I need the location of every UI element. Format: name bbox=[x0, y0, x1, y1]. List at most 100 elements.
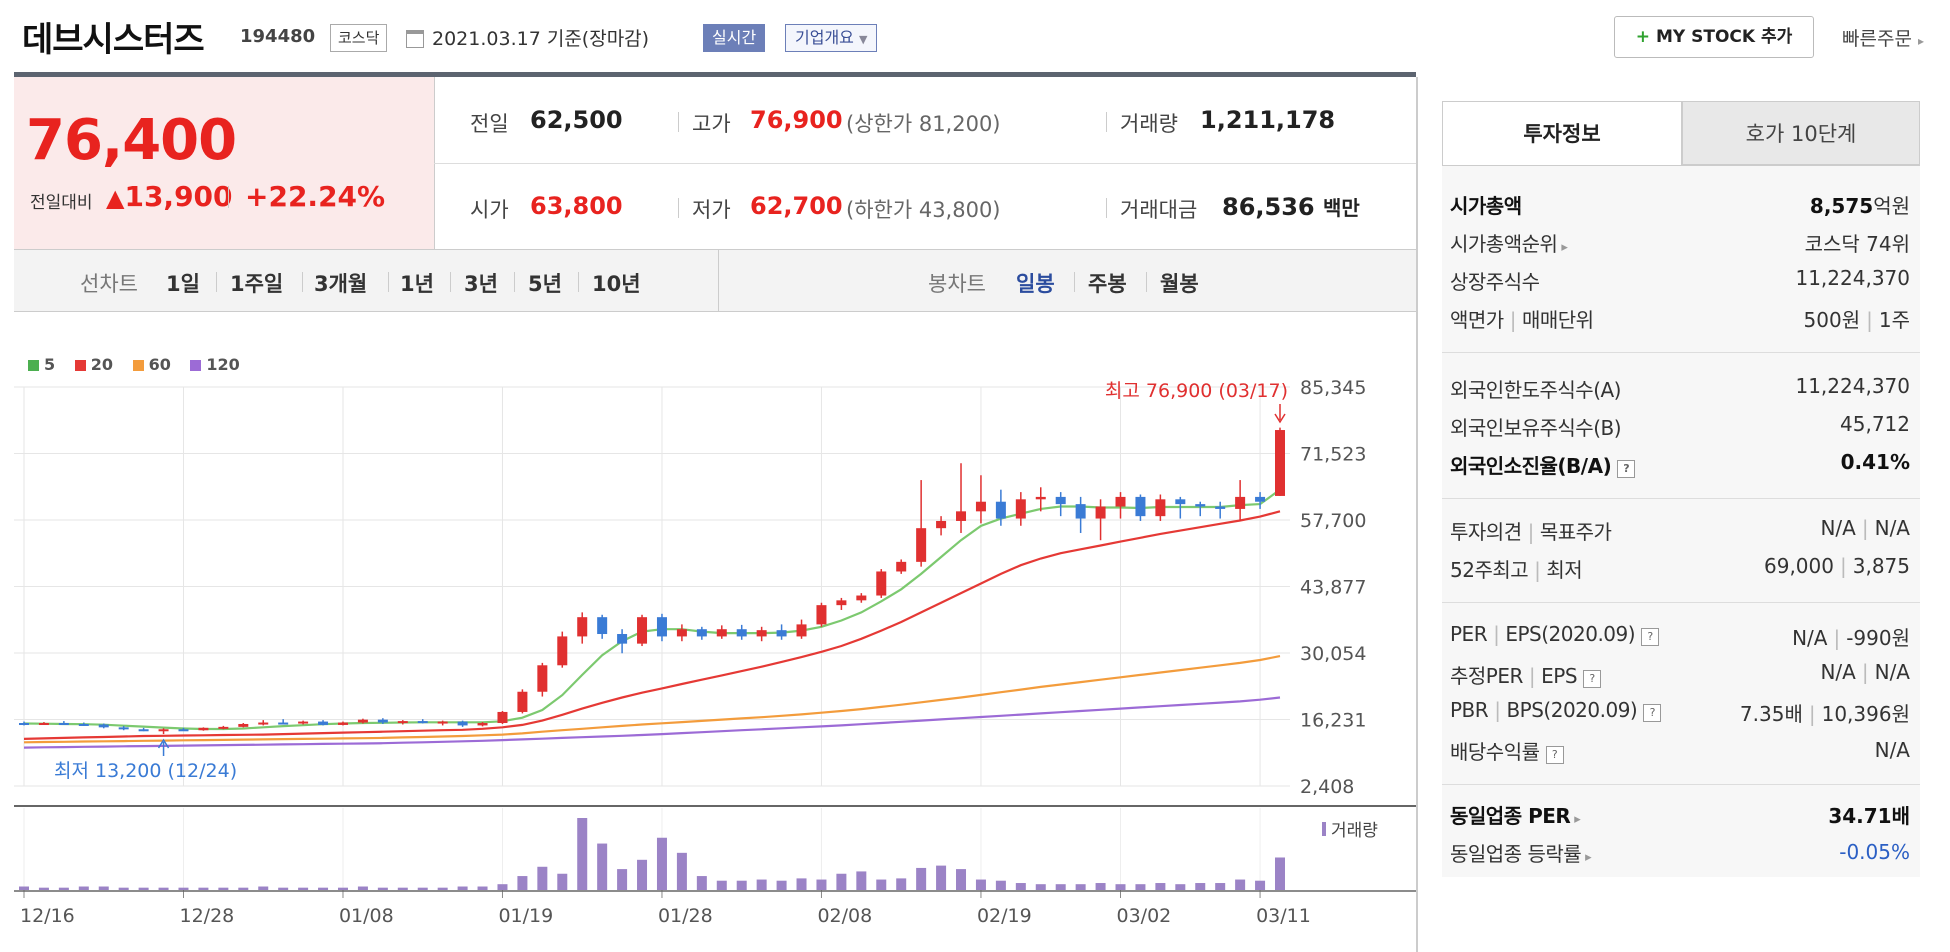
ma60-line bbox=[23, 655, 1281, 744]
volume-bar bbox=[98, 886, 109, 890]
candle-body bbox=[1175, 499, 1186, 505]
period-3m[interactable]: 3개월 bbox=[314, 272, 368, 296]
chevron-right-icon: ▸ bbox=[1917, 34, 1924, 48]
candle-weekly[interactable]: 주봉 bbox=[1088, 272, 1127, 296]
high-value: 76,900 bbox=[750, 106, 843, 134]
candle-body bbox=[776, 630, 787, 637]
help-icon[interactable]: ? bbox=[1643, 704, 1662, 722]
chevron-right-icon: ▸ bbox=[1585, 850, 1592, 865]
volume-bar bbox=[158, 887, 169, 890]
shares-label: 상장주식수 bbox=[1450, 270, 1540, 294]
prev-close-value: 62,500 bbox=[530, 106, 623, 134]
face-unit-label: 액면가 | 매매단위 bbox=[1450, 308, 1594, 332]
x-tick-label: 12/16 bbox=[20, 905, 75, 927]
volume-bar bbox=[1275, 857, 1285, 890]
period-5y[interactable]: 5년 bbox=[528, 272, 562, 296]
volume-bar bbox=[198, 887, 209, 890]
volume-bar bbox=[318, 887, 329, 890]
volume-bar bbox=[975, 879, 986, 890]
candle-body bbox=[916, 528, 927, 562]
y-tick-label: 2,408 bbox=[1300, 776, 1354, 798]
volume-bar bbox=[617, 869, 628, 890]
tab-invest-info[interactable]: 투자정보 bbox=[1442, 101, 1682, 165]
candle-body bbox=[238, 723, 249, 727]
pbr-bps-label: PBR | BPS(2020.09)? bbox=[1450, 698, 1662, 722]
candle-monthly[interactable]: 월봉 bbox=[1160, 272, 1199, 296]
divider bbox=[302, 272, 303, 292]
volume-bar bbox=[457, 886, 468, 890]
volume-bar bbox=[218, 887, 229, 890]
candle-body bbox=[158, 729, 169, 732]
tab-hoga-10[interactable]: 호가 10단계 bbox=[1682, 101, 1920, 165]
candle-body bbox=[896, 561, 907, 572]
candle-body bbox=[198, 727, 209, 731]
foreign-hold-value: 45,712 bbox=[1840, 412, 1910, 436]
opinion-target-label: 투자의견 | 목표주가 bbox=[1450, 520, 1612, 544]
prev-close-label: 전일 bbox=[470, 112, 509, 136]
candle-body bbox=[796, 624, 807, 637]
volume-bar bbox=[577, 818, 588, 890]
candle-body bbox=[1035, 496, 1046, 500]
period-1w[interactable]: 1주일 bbox=[230, 272, 284, 296]
foreign-limit-value: 11,224,370 bbox=[1795, 374, 1910, 398]
candle-body bbox=[936, 520, 947, 529]
period-1d[interactable]: 1일 bbox=[166, 272, 200, 296]
volume-bar bbox=[896, 878, 907, 890]
divider bbox=[228, 186, 229, 208]
legend-ma120: 120 bbox=[190, 355, 240, 374]
candle-daily[interactable]: 일봉 bbox=[1016, 272, 1055, 296]
volume-bar bbox=[298, 887, 309, 890]
chevron-right-icon: ▸ bbox=[1574, 812, 1581, 827]
period-1y[interactable]: 1년 bbox=[400, 272, 434, 296]
help-icon[interactable]: ? bbox=[1641, 628, 1660, 646]
divider bbox=[1106, 198, 1107, 218]
industry-rate-link[interactable]: 동일업종 등락률 ▸ bbox=[1450, 842, 1592, 866]
volume-bar bbox=[537, 866, 548, 890]
candle-body bbox=[537, 665, 548, 692]
market-badge: 코스닥 bbox=[330, 24, 388, 52]
ma5-line bbox=[23, 488, 1281, 731]
mcap-rank-link[interactable]: 시가총액순위 ▸ bbox=[1450, 232, 1568, 256]
y-tick-label: 71,523 bbox=[1300, 444, 1366, 466]
volume-bar bbox=[936, 865, 947, 890]
mystock-add-button[interactable]: + MY STOCK 추가 bbox=[1614, 16, 1814, 58]
price-change-pct: +22.24% bbox=[245, 180, 386, 213]
divider bbox=[1074, 272, 1075, 292]
divider bbox=[514, 272, 515, 292]
volume-bar bbox=[377, 887, 388, 890]
volume-bar bbox=[1175, 884, 1186, 890]
industry-rate-value: -0.05% bbox=[1839, 840, 1910, 864]
y-tick-label: 16,231 bbox=[1300, 710, 1366, 732]
candle-body bbox=[1235, 496, 1246, 509]
volume-bar bbox=[995, 880, 1006, 890]
est-per-eps-label: 추정PER | EPS? bbox=[1450, 660, 1602, 689]
candle-body bbox=[1135, 496, 1146, 517]
quick-order-button[interactable]: 빠른주문 ▸ bbox=[1842, 28, 1924, 50]
legend-ma5: 5 bbox=[28, 355, 55, 374]
volume-legend-label: 거래량 bbox=[1331, 821, 1378, 841]
volume-bar bbox=[1055, 884, 1066, 890]
period-3y[interactable]: 3년 bbox=[464, 272, 498, 296]
dividend-value: N/A bbox=[1874, 738, 1910, 762]
ma20-line bbox=[23, 510, 1281, 740]
volume-bar bbox=[38, 887, 49, 890]
volume-label: 거래량 bbox=[1120, 112, 1178, 136]
period-10y[interactable]: 10년 bbox=[592, 272, 641, 296]
volume-bar bbox=[1115, 884, 1126, 890]
candle-body bbox=[816, 605, 827, 625]
candle-body bbox=[995, 501, 1006, 519]
industry-per-link[interactable]: 동일업종 PER ▸ bbox=[1450, 804, 1581, 828]
volume-bar bbox=[337, 887, 348, 890]
help-icon[interactable]: ? bbox=[1545, 746, 1564, 764]
volume-bar bbox=[178, 887, 189, 890]
volume-bar bbox=[437, 887, 448, 890]
face-unit-value: 500원 | 1주 bbox=[1803, 308, 1910, 332]
realtime-button[interactable]: 실시간 bbox=[703, 24, 766, 52]
volume-bar bbox=[1035, 884, 1046, 890]
help-icon[interactable]: ? bbox=[1617, 460, 1636, 478]
help-icon[interactable]: ? bbox=[1583, 670, 1602, 688]
candle-body bbox=[477, 723, 488, 726]
company-info-dropdown[interactable]: 기업개요 ▼ bbox=[785, 24, 878, 52]
candle-body bbox=[1095, 506, 1106, 519]
stock-chart[interactable]: 85,345 71,523 57,700 43,877 30,054 16,231 2,40… bbox=[0, 0, 1416, 952]
